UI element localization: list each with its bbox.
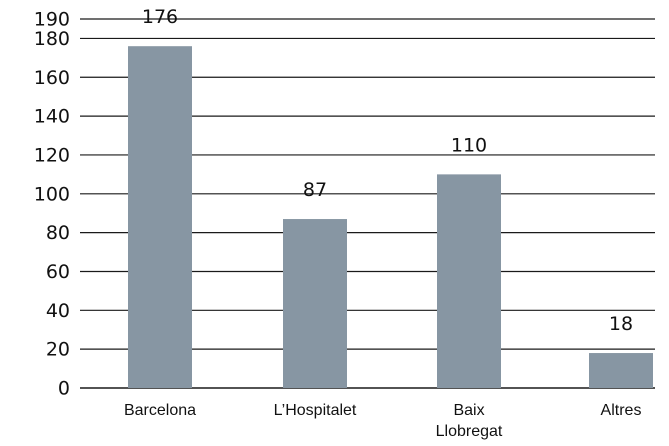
category-label-2: Baix Llobregat — [436, 402, 503, 440]
y-tick-label: 0 — [58, 378, 70, 400]
y-tick-label: 80 — [46, 222, 70, 244]
y-tick-label: 160 — [34, 67, 70, 89]
y-tick-label: 60 — [46, 261, 70, 283]
y-tick-label: 140 — [34, 106, 70, 128]
data-label-0: 176 — [142, 6, 178, 28]
y-tick-label: 120 — [34, 144, 70, 166]
category-label-3: Altres — [601, 402, 642, 419]
y-tick-label: 190 — [34, 9, 70, 31]
y-tick-label: 180 — [34, 28, 70, 50]
bar-3 — [589, 353, 653, 388]
data-label-1: 87 — [303, 179, 327, 201]
category-label-1: L’Hospitalet — [274, 402, 357, 419]
bar-1 — [283, 219, 347, 388]
data-label-2: 110 — [451, 134, 487, 156]
y-tick-label: 100 — [34, 183, 70, 205]
bar-2 — [437, 174, 501, 388]
y-tick-label: 20 — [46, 339, 70, 361]
bars — [128, 46, 653, 388]
x-axis-labels: Barcelona L’Hospitalet Baix Llobregat Altres — [124, 402, 641, 440]
y-tick-label: 40 — [46, 300, 70, 322]
data-label-3: 18 — [609, 313, 633, 335]
bar-0 — [128, 46, 192, 388]
data-labels: 176 87 110 18 — [142, 6, 633, 335]
category-label-0: Barcelona — [124, 402, 196, 419]
